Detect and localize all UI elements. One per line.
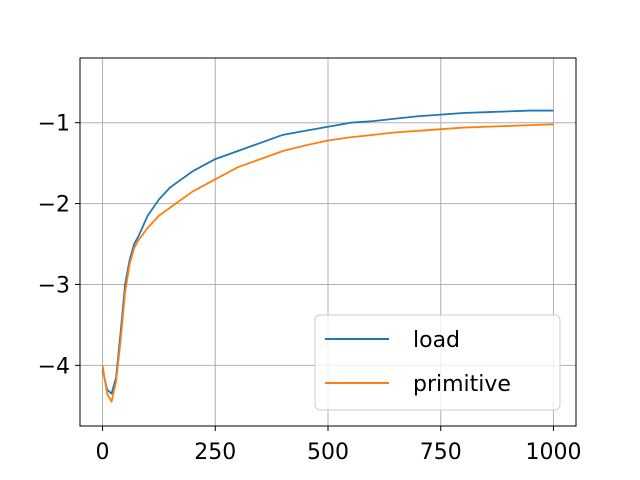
x-tick-label: 250 <box>194 440 236 465</box>
plot-area <box>101 109 554 403</box>
x-tick-label: 0 <box>96 440 110 465</box>
series-layer <box>101 109 554 403</box>
x-axis-ticks: 0 250 500 750 1000 <box>96 426 581 465</box>
y-tick-label: −3 <box>38 273 70 298</box>
legend-label-primitive: primitive <box>413 372 511 397</box>
x-tick-label: 500 <box>307 440 349 465</box>
legend-label-load: load <box>413 328 460 353</box>
y-tick-label: −2 <box>38 193 70 218</box>
y-tick-label: −4 <box>38 354 70 379</box>
legend: load primitive <box>314 314 561 411</box>
y-axis-ticks: −4 −3 −2 −1 <box>38 112 80 379</box>
x-tick-label: 750 <box>420 440 462 465</box>
y-tick-label: −1 <box>38 112 70 137</box>
x-tick-label: 1000 <box>525 440 581 465</box>
series-line-primitive <box>101 123 554 403</box>
